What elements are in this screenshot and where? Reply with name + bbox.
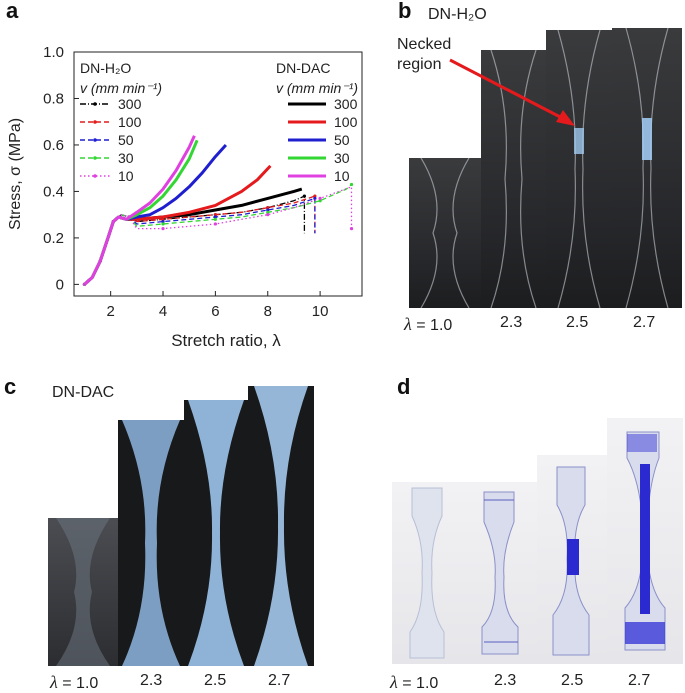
panel-c-lambda-3: 2.5 — [204, 672, 227, 689]
series-point — [161, 227, 165, 231]
series-point — [313, 196, 317, 200]
panel-c-lambda-1: λ = 1.0 — [50, 672, 99, 692]
panel-b-lambda-4: 2.7 — [633, 314, 656, 331]
panel-c-sample-label: DN-DAC — [52, 384, 115, 401]
panel-c-letter: c — [4, 374, 17, 399]
series-point — [318, 199, 322, 203]
dn-dac-photo-4 — [248, 386, 314, 666]
y-axis-label: Stress, σ (MPa) — [7, 118, 24, 230]
series-point — [266, 210, 270, 214]
y-tick-label: 0.2 — [43, 230, 64, 247]
legend-dac-title: DN-DAC — [276, 60, 330, 76]
panel-d-letter: d — [397, 374, 411, 399]
x-tick-label: 6 — [211, 303, 219, 320]
dye-photo-4 — [607, 418, 683, 664]
necked-annotation-line1: Necked — [397, 36, 452, 53]
legend-h2o-marker — [93, 174, 97, 178]
panel-b-lambda-2: 2.3 — [500, 314, 523, 331]
legend-dac-label: 50 — [334, 132, 350, 148]
legend-h2o-unit: v (mm min⁻¹) — [80, 80, 162, 96]
legend-dac-label: 100 — [334, 114, 358, 130]
y-tick-label: 0.4 — [43, 183, 64, 200]
panel-a-letter: a — [6, 0, 19, 23]
series-point — [313, 194, 317, 198]
y-tick-label: 1.0 — [43, 44, 64, 61]
x-tick-label: 4 — [159, 303, 167, 320]
series-point — [349, 227, 354, 231]
panel-b-lambda-1: λ = 1.0 — [404, 314, 453, 334]
series-point — [213, 222, 217, 226]
series-dn-h2o-300 — [84, 195, 306, 285]
series-point — [266, 213, 270, 217]
legend-dac-label: 30 — [334, 150, 350, 166]
dn-dac-photo-1 — [48, 518, 118, 666]
legend-h2o-label: 30 — [118, 150, 134, 166]
panel-b-sample-label: DN-H₂O — [428, 6, 487, 23]
legend-dac-unit: v (mm min⁻¹) — [276, 80, 358, 96]
dn-h2o-photo-3 — [546, 30, 612, 308]
dye-photo-2 — [462, 482, 537, 664]
series-point — [266, 208, 270, 212]
legend-dac-label: 300 — [334, 96, 358, 112]
legend-h2o-marker — [93, 102, 97, 106]
series-point — [349, 182, 354, 187]
panel-c-lambda-4: 2.7 — [268, 672, 291, 689]
legend-h2o-marker — [93, 138, 97, 142]
legend-h2o-marker — [93, 156, 97, 160]
panel-d-lambda-1: λ = 1.0 — [390, 672, 439, 692]
legend-h2o-marker — [93, 120, 97, 124]
legend-h2o-label: 50 — [118, 132, 134, 148]
panel-d-lambda-2: 2.3 — [494, 672, 517, 689]
series-dn-dac-10 — [83, 135, 196, 286]
panel-d-lambda-3: 2.5 — [561, 672, 584, 689]
series-point — [213, 217, 217, 221]
dye-photo-3 — [537, 455, 607, 664]
series-point — [302, 194, 306, 198]
panel-c-lambda-2: 2.3 — [140, 672, 163, 689]
legend-h2o-label: 100 — [118, 114, 142, 130]
dye-photo-1 — [392, 482, 462, 664]
dn-h2o-photo-1 — [409, 158, 481, 308]
series-dn-dac-50 — [83, 143, 228, 286]
dn-dac-photo-3 — [184, 400, 248, 666]
series-point — [318, 196, 322, 200]
y-tick-label: 0.8 — [43, 90, 64, 107]
legend-dac-label: 10 — [334, 168, 350, 184]
y-tick-label: 0 — [56, 276, 64, 293]
series-point — [213, 213, 217, 217]
panel-d-lambda-4: 2.7 — [628, 672, 651, 689]
legend-h2o-label: 10 — [118, 168, 134, 184]
x-tick-label: 8 — [264, 303, 272, 320]
series-dn-dac-300 — [83, 187, 303, 286]
x-tick-label: 10 — [312, 303, 329, 320]
necked-annotation-line2: region — [397, 56, 442, 73]
series-point — [161, 220, 165, 224]
x-axis-label: Stretch ratio, λ — [171, 331, 281, 350]
series-dn-h2o-10 — [84, 186, 353, 285]
legend-h2o-title: DN-H₂O — [80, 60, 131, 76]
plot-frame — [73, 51, 363, 297]
series-point — [266, 206, 270, 210]
series-point — [161, 222, 165, 226]
dn-h2o-photo-4 — [612, 28, 682, 308]
legend-h2o-label: 300 — [118, 96, 142, 112]
panel-b-letter: b — [398, 0, 412, 23]
panel-b-lambda-3: 2.5 — [566, 314, 589, 331]
y-tick-label: 0.6 — [43, 137, 64, 154]
dn-h2o-photo-2 — [481, 50, 546, 308]
series-point — [213, 215, 217, 219]
x-tick-label: 2 — [106, 303, 114, 320]
dn-dac-photo-2 — [118, 420, 184, 666]
